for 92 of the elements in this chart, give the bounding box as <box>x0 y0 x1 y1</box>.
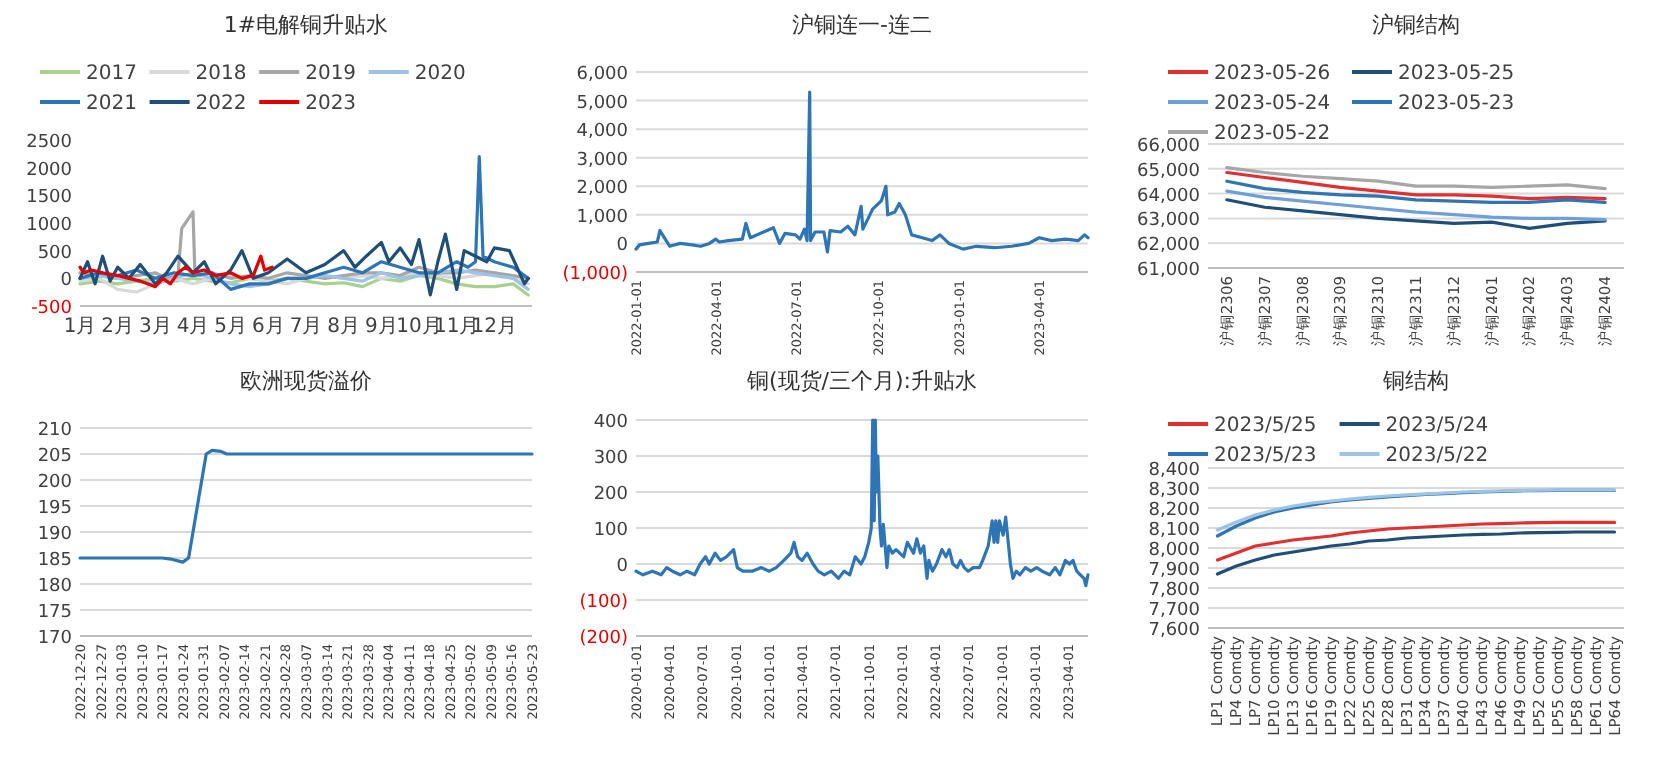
y-tick-label: 1500 <box>26 188 73 209</box>
y-tick-label: 7,800 <box>1148 581 1201 601</box>
x-tick-label: 9月 <box>364 316 398 338</box>
line-series <box>634 90 1090 254</box>
y-tick-label: (200) <box>579 629 628 649</box>
y-tick-label: 8,000 <box>1148 541 1201 561</box>
y-tick-label: 7,900 <box>1148 561 1201 581</box>
line-series <box>78 232 530 297</box>
y-tick-label: 500 <box>37 243 73 264</box>
y-tick-label: 2000 <box>26 160 73 181</box>
x-tick-label: 2月 <box>101 316 135 338</box>
legend-label: 2023/5/22 <box>1385 445 1489 467</box>
line-series <box>78 155 530 291</box>
legend-label: 2023-05-24 <box>1214 93 1331 115</box>
y-tick-label: 0 <box>60 271 73 292</box>
legend-label: 2021 <box>86 93 137 115</box>
x-tick-label: 8月 <box>327 316 361 338</box>
y-tick-label: 8,300 <box>1148 481 1201 501</box>
y-tick-label: -500 <box>31 299 73 319</box>
chart-title: 铜(现货/三个月):升贴水 <box>745 368 977 394</box>
y-tick-label: 400 <box>593 413 629 433</box>
y-tick-label: 3,000 <box>576 150 629 171</box>
y-tick-label: 190 <box>37 525 73 545</box>
y-tick-label: 63,000 <box>1137 211 1201 232</box>
legend-label: 2023-05-23 <box>1398 93 1515 115</box>
y-tick-label: 180 <box>37 577 73 597</box>
y-tick-label: 8,100 <box>1148 521 1201 541</box>
x-tick-label: 3月 <box>138 316 172 338</box>
y-tick-label: 8,200 <box>1148 501 1201 521</box>
legend-label: 2023 <box>305 93 357 115</box>
line-series <box>1215 520 1617 562</box>
y-tick-label: 6,000 <box>576 65 629 85</box>
y-tick-label: 61,000 <box>1137 261 1201 281</box>
y-tick-label: (1,000) <box>562 265 628 285</box>
y-tick-label: 195 <box>37 499 72 519</box>
legend-label: 2023-05-26 <box>1214 63 1331 85</box>
y-tick-label: 300 <box>593 449 629 469</box>
chart-title: 沪铜结构 <box>1372 12 1460 38</box>
legend-label: 2017 <box>86 63 137 85</box>
y-tick-label: 1000 <box>26 216 73 236</box>
legend-label: 2018 <box>195 63 247 85</box>
y-tick-label: 210 <box>37 421 73 441</box>
line-series <box>1225 170 1607 201</box>
chart-title: 欧洲现货溢价 <box>240 368 372 394</box>
line-series <box>1225 198 1607 230</box>
legend-label: 2023/5/24 <box>1385 415 1489 437</box>
y-tick-label: 175 <box>37 603 72 623</box>
y-tick-label: 185 <box>37 551 72 571</box>
y-tick-label: 8,400 <box>1148 461 1201 481</box>
x-tick-label: 7月 <box>289 316 323 338</box>
y-tick-label: 7,700 <box>1148 601 1201 621</box>
line-series <box>78 254 274 289</box>
chart-title: 1#电解铜升贴水 <box>223 12 389 38</box>
line-series <box>1225 165 1607 191</box>
x-tick-label: 1月 <box>63 316 97 338</box>
line-series <box>1215 530 1617 576</box>
legend-label: 2023-05-22 <box>1214 123 1331 145</box>
x-tick-label: 6月 <box>251 316 285 338</box>
line-series <box>1225 189 1607 222</box>
y-tick-label: 64,000 <box>1137 186 1201 207</box>
legend-label: 2019 <box>305 63 357 85</box>
y-tick-label: 4,000 <box>576 122 629 143</box>
y-tick-label: 0 <box>616 557 629 577</box>
y-tick-label: 65,000 <box>1137 161 1201 182</box>
y-tick-label: 100 <box>593 521 629 541</box>
y-tick-label: 200 <box>593 485 629 505</box>
line-series <box>78 448 534 564</box>
y-tick-label: 2500 <box>26 133 73 153</box>
chart-title: 铜结构 <box>1381 368 1449 394</box>
line-series <box>78 210 530 280</box>
chart-title: 沪铜连一-连二 <box>792 12 932 38</box>
y-tick-label: 200 <box>37 473 73 493</box>
x-tick-label: 4月 <box>176 316 210 338</box>
legend-label: 2020 <box>414 63 466 85</box>
legend-label: 2023/5/23 <box>1214 445 1317 467</box>
line-series <box>1225 179 1607 204</box>
legend-label: 2023-05-25 <box>1398 63 1515 85</box>
legend-label: 2022 <box>195 93 247 115</box>
y-tick-label: (100) <box>579 593 628 613</box>
y-tick-label: 7,600 <box>1148 621 1201 641</box>
y-tick-label: 170 <box>37 629 73 649</box>
y-tick-label: 62,000 <box>1137 236 1201 257</box>
y-tick-label: 1,000 <box>576 207 629 228</box>
y-tick-label: 0 <box>616 236 629 257</box>
y-tick-label: 66,000 <box>1137 137 1201 157</box>
y-tick-label: 205 <box>37 447 72 467</box>
y-tick-label: 2,000 <box>576 179 629 200</box>
legend-label: 2023/5/25 <box>1214 415 1317 437</box>
y-tick-label: 5,000 <box>576 93 629 114</box>
x-tick-label: 5月 <box>214 316 248 338</box>
line-series <box>634 418 1090 588</box>
x-tick-label: 12月 <box>471 316 518 338</box>
